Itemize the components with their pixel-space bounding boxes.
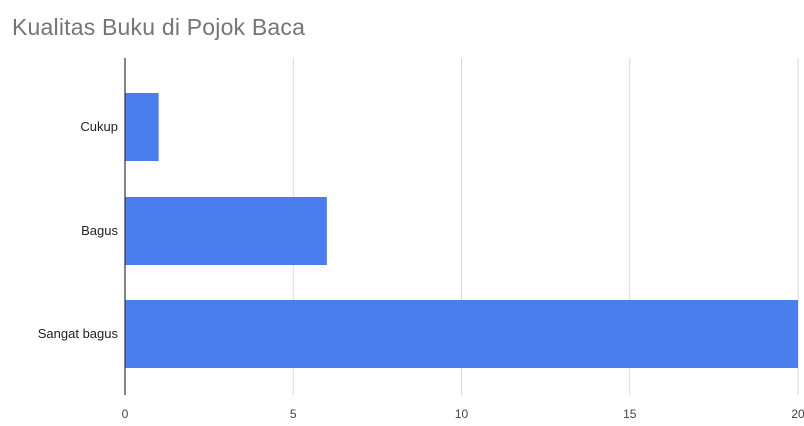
bar-cukup (125, 93, 159, 161)
bar-sangat-bagus (125, 300, 798, 368)
category-label-sangat-bagus: Sangat bagus (38, 326, 119, 341)
bars (125, 93, 798, 368)
x-tick-labels: 0 5 10 15 20 (122, 407, 804, 421)
x-tick-label-0: 0 (122, 407, 129, 421)
x-tick-label-10: 10 (455, 407, 469, 421)
category-label-bagus: Bagus (81, 223, 118, 238)
bar-bagus (125, 197, 327, 265)
category-label-cukup: Cukup (80, 119, 118, 134)
category-labels: Cukup Bagus Sangat bagus (38, 119, 119, 341)
x-tick-label-20: 20 (791, 407, 804, 421)
chart-title: Kualitas Buku di Pojok Baca (12, 14, 306, 40)
x-tick-label-15: 15 (623, 407, 637, 421)
x-tick-label-5: 5 (290, 407, 297, 421)
